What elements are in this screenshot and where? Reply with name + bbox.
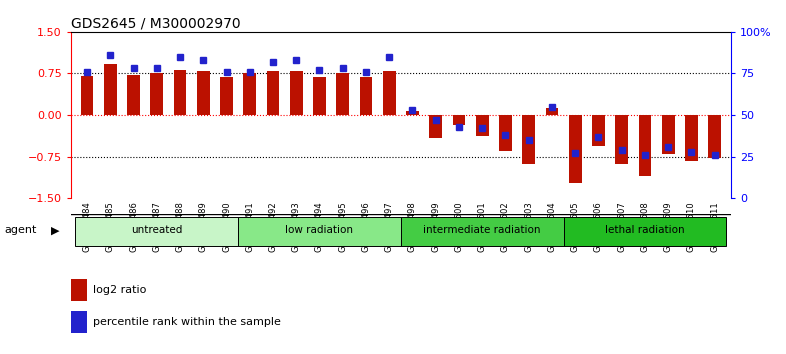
Bar <box>569 115 582 183</box>
Bar <box>401 217 564 246</box>
Bar <box>220 77 233 115</box>
Bar <box>383 71 395 115</box>
Bar <box>196 71 210 115</box>
Text: intermediate radiation: intermediate radiation <box>424 225 541 235</box>
Bar <box>127 75 140 115</box>
Bar <box>476 115 489 136</box>
Bar <box>71 311 86 333</box>
Bar <box>545 108 558 115</box>
Bar <box>523 115 535 164</box>
Bar <box>615 115 628 164</box>
Bar <box>453 115 465 125</box>
Bar <box>174 70 186 115</box>
Bar <box>592 115 605 145</box>
Bar <box>406 111 419 115</box>
Bar <box>662 115 674 154</box>
Text: untreated: untreated <box>131 225 182 235</box>
Bar <box>104 64 116 115</box>
Bar <box>360 77 373 115</box>
Bar <box>564 217 726 246</box>
Bar <box>75 217 238 246</box>
Bar <box>499 115 512 151</box>
Bar <box>638 115 652 176</box>
Text: ▶: ▶ <box>51 225 60 235</box>
Bar <box>708 115 721 158</box>
Bar <box>238 217 401 246</box>
Bar <box>150 74 163 115</box>
Bar <box>244 74 256 115</box>
Bar <box>429 115 442 138</box>
Bar <box>313 77 326 115</box>
Text: low radiation: low radiation <box>285 225 354 235</box>
Bar <box>81 76 94 115</box>
Bar <box>71 279 86 301</box>
Bar <box>290 71 303 115</box>
Text: GDS2645 / M300002970: GDS2645 / M300002970 <box>71 17 241 31</box>
Bar <box>685 115 698 160</box>
Text: log2 ratio: log2 ratio <box>94 285 146 296</box>
Text: lethal radiation: lethal radiation <box>605 225 685 235</box>
Text: percentile rank within the sample: percentile rank within the sample <box>94 317 281 327</box>
Bar <box>336 74 349 115</box>
Bar <box>266 71 279 115</box>
Text: agent: agent <box>4 225 36 235</box>
